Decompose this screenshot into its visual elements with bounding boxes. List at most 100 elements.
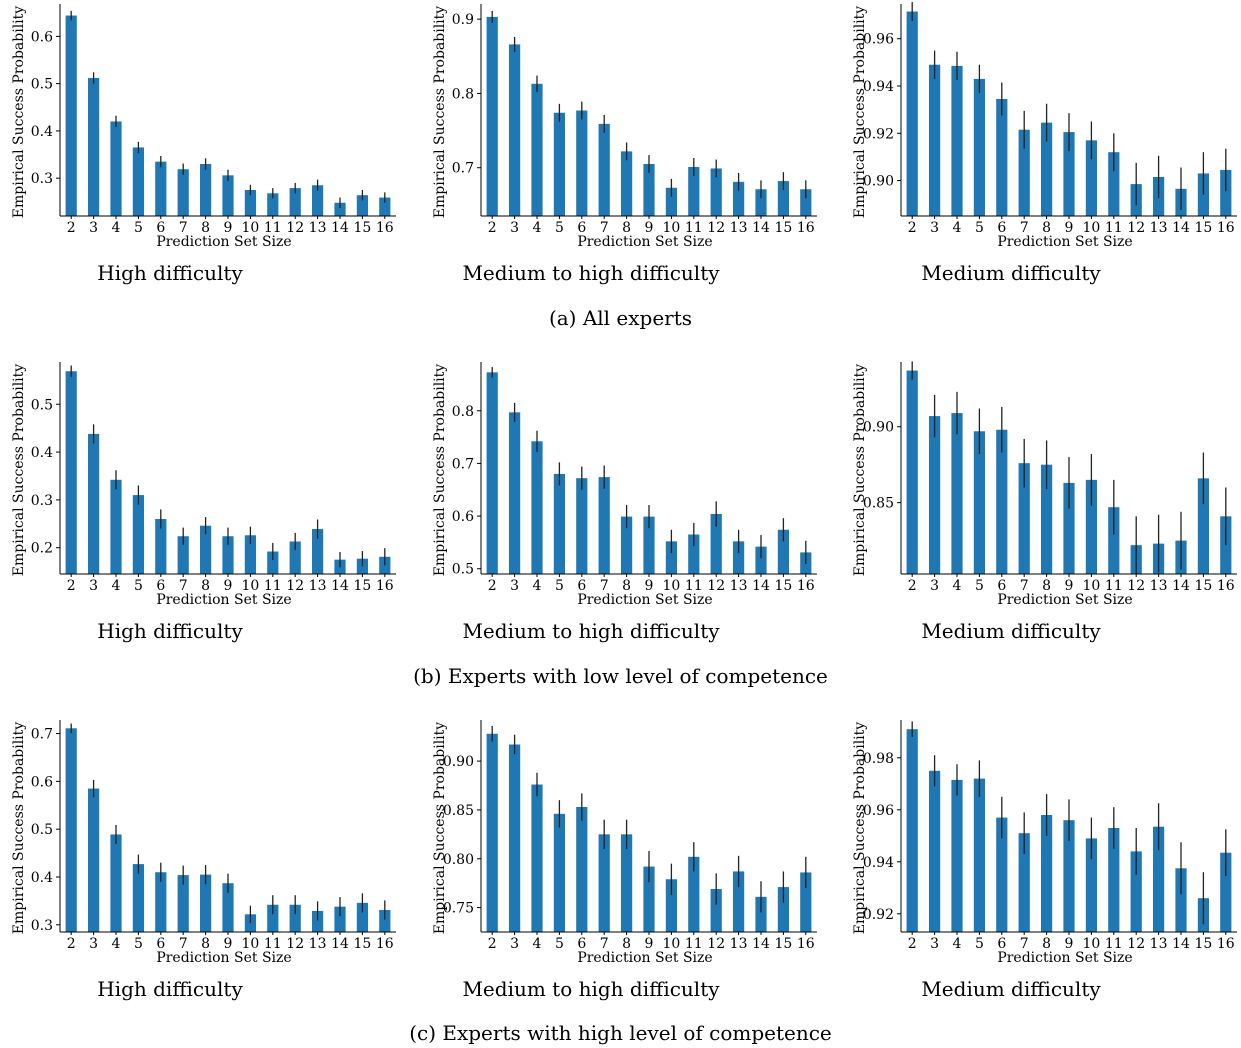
bar-10 — [665, 541, 677, 574]
x-tick-label: 5 — [134, 936, 143, 952]
y-tick-label: 0.94 — [863, 855, 894, 871]
subplot-title: Medium to high difficulty — [462, 261, 720, 285]
x-tick-label: 11 — [1105, 578, 1123, 594]
x-tick-label: 6 — [997, 578, 1006, 594]
x-tick-label: 10 — [1082, 936, 1100, 952]
x-tick-label: 15 — [1194, 578, 1212, 594]
x-tick-label: 9 — [1065, 936, 1074, 952]
x-tick-label: 7 — [179, 220, 188, 236]
x-tick-label: 13 — [309, 936, 327, 952]
x-tick-label: 2 — [488, 936, 497, 952]
bar-13 — [733, 871, 745, 932]
bar-5 — [132, 495, 144, 574]
bar-3 — [509, 412, 521, 574]
x-tick-label: 10 — [241, 220, 259, 236]
y-tick-label: 0.9 — [452, 12, 474, 28]
bar-11 — [688, 534, 700, 574]
x-tick-label: 11 — [1105, 220, 1123, 236]
x-axis-label: Prediction Set Size — [577, 950, 712, 966]
bar-4 — [110, 121, 122, 216]
x-tick-label: 12 — [286, 936, 304, 952]
bar-chart-4: 0.2 0.3 0.4 0.5 2 3 4 5 6 7 8 9 10 11 12 13 14 15 16 Predic… — [11, 362, 396, 643]
bar-10 — [244, 190, 256, 216]
bar-chart-7: 0.3 0.4 0.5 0.6 0.7 2 3 4 5 6 7 8 9 10 11 12 13 14 15 16 Pre… — [11, 720, 396, 1001]
bar-11 — [267, 904, 279, 932]
bar-13 — [1153, 826, 1165, 932]
bar-7 — [1018, 833, 1030, 932]
x-tick-label: 4 — [533, 220, 542, 236]
bar-11 — [1108, 152, 1120, 216]
x-tick-label: 6 — [156, 578, 165, 594]
bar-3 — [509, 44, 521, 217]
x-tick-label: 9 — [224, 220, 233, 236]
bar-10 — [665, 879, 677, 932]
bar-10 — [1085, 479, 1097, 574]
x-tick-label: 2 — [67, 936, 76, 952]
x-tick-label: 10 — [662, 936, 680, 952]
x-tick-label: 11 — [685, 578, 703, 594]
x-axis-label: Prediction Set Size — [997, 592, 1132, 608]
x-tick-label: 12 — [286, 578, 304, 594]
bar-chart-1: 0.3 0.4 0.5 0.6 2 3 4 5 6 7 8 9 10 11 12 13 14 15 16 Predic… — [11, 4, 396, 285]
x-tick-label: 13 — [309, 220, 327, 236]
x-tick-label: 4 — [953, 578, 962, 594]
bar-3 — [88, 788, 100, 932]
x-tick-label: 11 — [685, 220, 703, 236]
x-tick-label: 3 — [510, 936, 519, 952]
bar-8 — [200, 164, 212, 216]
bar-6 — [155, 872, 167, 932]
x-tick-label: 16 — [797, 220, 815, 236]
x-tick-label: 15 — [774, 220, 792, 236]
y-tick-label: 0.7 — [452, 456, 474, 472]
bar-3 — [929, 64, 941, 217]
bar-11 — [1108, 507, 1120, 574]
bar-16 — [800, 872, 812, 932]
y-axis-label: Empirical Success Probability — [432, 6, 448, 218]
x-tick-label: 7 — [1020, 578, 1029, 594]
bar-7 — [1018, 129, 1030, 216]
bar-6 — [996, 817, 1008, 932]
bar-13 — [312, 185, 324, 216]
y-tick-label: 0.94 — [863, 79, 894, 95]
y-axis-label: Empirical Success Probability — [11, 6, 27, 218]
bar-7 — [177, 536, 189, 574]
x-tick-label: 13 — [1150, 578, 1168, 594]
y-axis-label: Empirical Success Probability — [852, 722, 868, 934]
bar-4 — [110, 834, 122, 932]
x-tick-label: 2 — [488, 578, 497, 594]
x-tick-label: 14 — [331, 220, 349, 236]
bar-4 — [951, 413, 963, 574]
subplot-title: High difficulty — [97, 261, 243, 285]
x-tick-label: 6 — [156, 220, 165, 236]
subplot-title: High difficulty — [97, 619, 243, 643]
bar-11 — [1108, 828, 1120, 932]
x-tick-label: 14 — [331, 936, 349, 952]
bar-3 — [929, 770, 941, 932]
y-axis-label: Empirical Success Probability — [432, 722, 448, 934]
bar-2 — [906, 370, 918, 574]
x-tick-label: 4 — [112, 220, 121, 236]
x-tick-label: 8 — [201, 220, 210, 236]
bar-9 — [643, 866, 655, 932]
x-tick-label: 14 — [1172, 220, 1190, 236]
x-axis-label: Prediction Set Size — [577, 234, 712, 250]
bar-12 — [710, 889, 722, 932]
x-tick-label: 6 — [577, 578, 586, 594]
bar-16 — [1220, 169, 1232, 216]
bar-5 — [132, 147, 144, 216]
x-tick-label: 13 — [1150, 936, 1168, 952]
y-axis-label: Empirical Success Probability — [11, 364, 27, 576]
bar-9 — [222, 536, 234, 574]
x-tick-label: 3 — [89, 578, 98, 594]
x-tick-label: 8 — [201, 936, 210, 952]
bar-9 — [643, 164, 655, 216]
x-tick-label: 6 — [577, 936, 586, 952]
x-tick-label: 16 — [797, 936, 815, 952]
bar-12 — [1130, 851, 1142, 932]
y-tick-label: 0.5 — [31, 77, 53, 93]
bar-12 — [289, 541, 301, 574]
bar-14 — [755, 189, 767, 216]
x-tick-label: 15 — [774, 578, 792, 594]
bar-10 — [244, 914, 256, 932]
bar-15 — [356, 902, 368, 932]
